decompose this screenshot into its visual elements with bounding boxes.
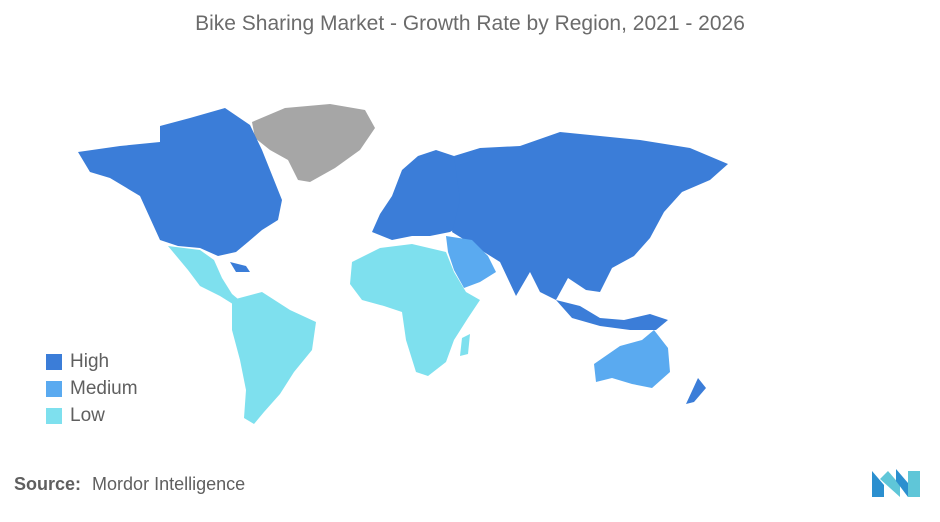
mordor-intelligence-logo	[872, 469, 920, 497]
legend-swatch-high	[46, 353, 62, 370]
region-russia-asia	[452, 132, 728, 300]
region-africa	[350, 244, 480, 376]
region-greenland	[252, 104, 375, 182]
source-label: Source:	[14, 474, 82, 494]
chart-title: Bike Sharing Market - Growth Rate by Reg…	[195, 12, 745, 35]
legend-label-low: Low	[70, 404, 105, 426]
region-south-america	[232, 292, 316, 424]
region-europe	[372, 150, 462, 240]
region-new-zealand	[686, 378, 706, 404]
source-line: Source: Mordor Intelligence	[14, 474, 245, 495]
region-caribbean	[230, 262, 250, 272]
legend: High Medium Low	[46, 348, 138, 429]
region-southeast-asia	[556, 300, 668, 330]
legend-label-high: High	[70, 350, 110, 372]
region-north-america	[78, 108, 282, 256]
legend-label-medium: Medium	[70, 377, 138, 399]
region-madagascar	[460, 334, 470, 356]
legend-item-low: Low	[46, 402, 138, 429]
legend-swatch-medium	[46, 380, 62, 397]
region-middle-east	[446, 236, 496, 288]
source-value: Mordor Intelligence	[92, 474, 246, 494]
legend-swatch-low	[46, 407, 62, 424]
region-australia	[594, 330, 670, 388]
legend-item-medium: Medium	[46, 375, 138, 402]
legend-item-high: High	[46, 348, 138, 375]
region-central-america	[168, 246, 244, 306]
